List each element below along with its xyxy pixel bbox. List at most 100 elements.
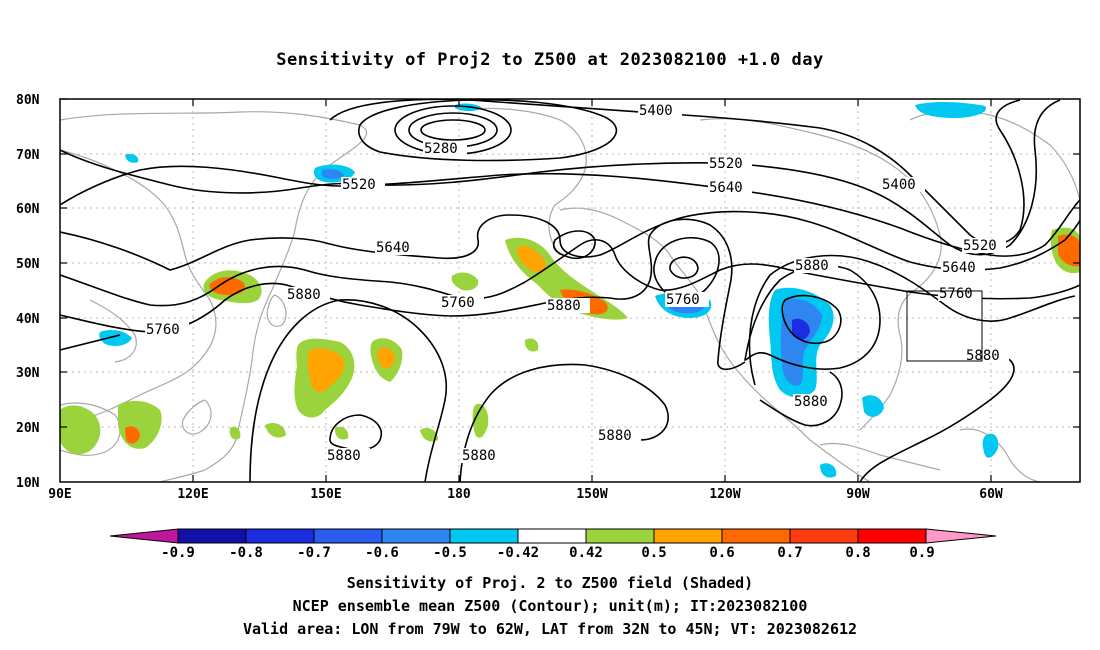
negative-area [862,395,884,417]
positive-area [334,426,349,440]
lat-label: 20N [16,421,40,436]
colorbar-box [653,528,723,544]
positive-area [229,426,241,440]
contour-label: 5520 [342,177,376,193]
gridlines [60,99,1080,482]
positive-area [125,426,140,444]
coastlines [60,107,1080,482]
colorbar-box [381,528,451,544]
contour-label: 5400 [639,103,673,119]
colorbar-box [857,528,927,544]
contour-label: 5880 [547,298,581,314]
negative-area [99,330,132,346]
contour-label: 5520 [963,238,997,254]
positive-area [420,428,438,442]
colorbar-box [313,528,383,544]
contour-label: 5880 [327,448,361,464]
contour-label: 5880 [794,394,828,410]
colorbar-box [721,528,791,544]
colorbar-box [585,528,655,544]
contour-label: 5280 [424,141,458,157]
colorbar-label: 0.6 [709,545,734,561]
colorbar: -0.9 -0.8 -0.7 -0.6 -0.5 -0.42 0.42 0.5 … [109,528,997,561]
colorbar-label: -0.9 [161,545,195,561]
positive-area [451,272,479,291]
positive-area [265,423,286,438]
positive-area [1058,234,1080,267]
lon-label: 150E [310,487,341,502]
lat-label: 80N [16,93,40,108]
lat-label: 70N [16,148,40,163]
caption-line-2: NCEP ensemble mean Z500 (Contour); unit(… [292,597,808,615]
contour-label: 5520 [709,156,743,172]
contour-label: 5880 [966,348,1000,364]
lon-label: 150W [576,487,607,502]
negative-area [915,102,986,118]
negative-area [322,169,344,179]
lon-label: 120E [177,487,208,502]
contour-label: 5880 [795,258,829,274]
contour-label: 5760 [441,295,475,311]
colorbar-box [245,528,315,544]
colorbar-label: -0.8 [229,545,263,561]
contour-labels: 5280 5400 5400 5520 5520 5520 5640 5640 … [146,103,1000,464]
colorbar-labels: -0.9 -0.8 -0.7 -0.6 -0.5 -0.42 0.42 0.5 … [161,545,935,561]
contour-label: 5640 [942,260,976,276]
lon-label: 60W [979,487,1003,502]
lat-label: 40N [16,312,40,327]
sensitivity-shading [60,102,1080,478]
positive-area [517,245,546,273]
contour-label: 5640 [376,240,410,256]
lat-label: 10N [16,476,40,491]
colorbar-high-arrow [925,528,997,544]
negative-area [820,463,837,478]
contour-label: 5880 [287,287,321,303]
contour-label: 5640 [709,180,743,196]
negative-area [792,318,810,340]
contour-label: 5760 [939,286,973,302]
colorbar-label: 0.9 [909,545,934,561]
contour-label: 5880 [462,448,496,464]
positive-area [118,400,162,449]
lon-label: 120W [709,487,740,502]
caption-line-3: Valid area: LON from 79W to 62W, LAT fro… [242,620,858,638]
contour-label: 5760 [666,292,700,308]
colorbar-label: 0.5 [641,545,666,561]
positive-area [209,277,245,296]
lon-label: 180 [447,487,471,502]
colorbar-label: -0.5 [433,545,467,561]
colorbar-label: 0.7 [777,545,802,561]
lat-label: 50N [16,257,40,272]
colorbar-label: -0.6 [365,545,399,561]
lon-label: 90W [846,487,870,502]
contour-label: 5760 [146,322,180,338]
colorbar-box [789,528,859,544]
negative-area [982,433,999,458]
positive-area [472,403,489,438]
negative-area [125,153,139,163]
caption-line-1: Sensitivity of Proj. 2 to Z500 field (Sh… [346,574,754,592]
colorbar-label: 0.42 [569,545,603,561]
colorbar-label: -0.42 [497,545,539,561]
longitude-labels: 90E 120E 150E 180 150W 120W 90W 60W [48,487,1003,502]
colorbar-box [449,528,519,544]
positive-area [524,338,539,352]
contour-label: 5880 [598,428,632,444]
latitude-labels: 80N 70N 60N 50N 40N 30N 20N 10N [16,93,40,491]
colorbar-label: 0.8 [845,545,870,561]
lat-label: 60N [16,202,40,217]
colorbar-low-arrow [109,528,179,544]
map-title: Sensitivity of Proj2 to Z500 at 20230821… [276,50,824,70]
colorbar-box [177,528,247,544]
valid-area-box [906,290,983,362]
positive-area [60,405,101,455]
contour-label: 5400 [882,177,916,193]
positive-area [377,347,396,369]
map-frame [59,98,1081,483]
axis-ticks [60,98,1080,482]
colorbar-label: -0.7 [297,545,331,561]
lat-label: 30N [16,366,40,381]
lon-label: 90E [48,487,71,502]
colorbar-box [517,528,587,544]
